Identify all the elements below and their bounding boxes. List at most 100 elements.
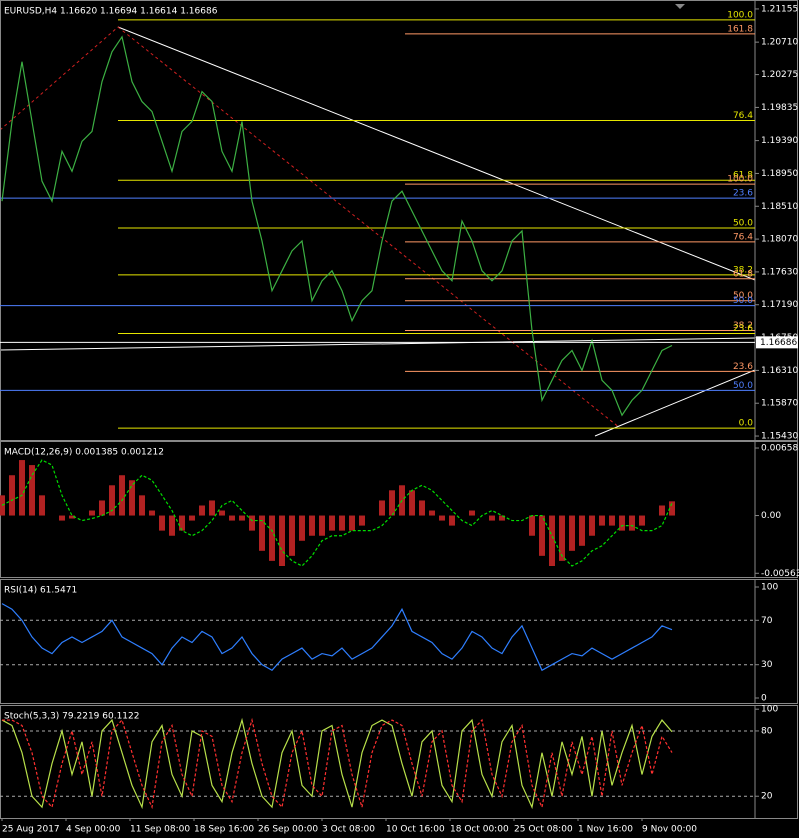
y-tick-label: 30 xyxy=(761,660,773,670)
x-tick-label: 9 Nov 00:00 xyxy=(642,825,697,835)
fib-label: 0.0 xyxy=(739,419,754,429)
histogram-bar xyxy=(669,501,675,516)
histogram-bar xyxy=(599,515,605,526)
last-price-box xyxy=(756,336,798,349)
histogram-bar xyxy=(149,510,155,516)
trend-line xyxy=(117,26,756,281)
fib-label: 76.4 xyxy=(733,111,753,121)
histogram-bar xyxy=(559,515,565,561)
trend-line xyxy=(0,337,756,351)
fib-label: 76.4 xyxy=(733,232,753,242)
x-tick-label: 25 Oct 08:00 xyxy=(514,825,573,835)
histogram-bar xyxy=(19,460,25,516)
y-tick-label: 80 xyxy=(761,726,773,736)
fib-label: 161.8 xyxy=(727,24,753,34)
y-tick-label: 1.15870 xyxy=(761,399,798,409)
y-tick-label: 1.17190 xyxy=(761,300,798,310)
fib-label: 23.6 xyxy=(733,362,753,372)
y-tick-label: -0.00563 xyxy=(761,569,799,579)
x-tick-label: 3 Oct 08:00 xyxy=(322,825,375,835)
histogram-bar xyxy=(229,515,235,521)
signal-line xyxy=(2,717,673,810)
data-line xyxy=(1,717,673,810)
histogram-bar xyxy=(339,515,345,531)
histogram-bar xyxy=(499,515,505,521)
histogram-bar xyxy=(139,495,145,516)
histogram-bar xyxy=(529,515,535,536)
fib-label: 50.0 xyxy=(733,218,753,228)
histogram-bar xyxy=(589,515,595,536)
histogram-bar xyxy=(569,515,575,551)
fib-label: 100.0 xyxy=(727,175,753,185)
histogram-bar xyxy=(609,515,615,526)
panel-frame xyxy=(0,705,798,819)
histogram-bar xyxy=(439,515,445,521)
histogram-bar xyxy=(59,515,65,521)
y-tick-label: 70 xyxy=(761,616,773,626)
fib-label: 50.0 xyxy=(733,291,753,301)
y-tick-label: 1.19835 xyxy=(761,103,798,113)
histogram-bar xyxy=(449,515,455,526)
fib-label: 38.2 xyxy=(733,321,753,331)
x-tick-label: 10 Oct 16:00 xyxy=(386,825,445,835)
y-tick-label: 1.17630 xyxy=(761,267,798,277)
y-tick-label: 20 xyxy=(761,792,773,802)
y-tick-label: 1.20710 xyxy=(761,38,798,48)
y-tick-label: 1.16310 xyxy=(761,366,798,376)
panel-title: RSI(14) 61.5471 xyxy=(4,586,77,596)
histogram-bar xyxy=(489,515,495,521)
histogram-bar xyxy=(129,480,135,516)
histogram-bar xyxy=(199,505,205,516)
histogram-bar xyxy=(169,515,175,536)
panel-title: EURUSD,H4 1.16620 1.16694 1.16614 1.1668… xyxy=(4,7,218,17)
y-tick-label: 1.20275 xyxy=(761,70,798,80)
histogram-bar xyxy=(279,515,285,566)
fib-label: 23.6 xyxy=(733,324,753,334)
y-tick-label: 100 xyxy=(761,582,778,592)
trend-line xyxy=(0,26,119,131)
y-tick-label: 0.00 xyxy=(761,511,781,521)
histogram-bar xyxy=(329,515,335,531)
y-tick-label: 1.18950 xyxy=(761,169,798,179)
panel-title: Stoch(5,3,3) 79.2219 60.1122 xyxy=(4,712,139,722)
fib-label: 50.0 xyxy=(733,296,753,306)
histogram-bar xyxy=(629,515,635,531)
histogram-bar xyxy=(469,510,475,516)
fib-label: 61.8 xyxy=(733,269,753,279)
histogram-bar xyxy=(209,500,215,516)
histogram-bar xyxy=(269,515,275,561)
fib-label: 61.8 xyxy=(733,171,753,181)
histogram-bar xyxy=(39,495,45,516)
histogram-bar xyxy=(359,515,365,526)
histogram-bar xyxy=(309,515,315,536)
last-price-label: 1.16686 xyxy=(760,338,797,348)
data-line xyxy=(1,603,673,672)
histogram-bar xyxy=(109,485,115,516)
y-tick-label: 1.21155 xyxy=(761,4,798,14)
histogram-bar xyxy=(99,500,105,516)
x-tick-label: 4 Sep 00:00 xyxy=(66,825,121,835)
y-tick-label: 1.18510 xyxy=(761,202,798,212)
fib-label: 38.2 xyxy=(733,265,753,275)
histogram-bar xyxy=(409,490,415,516)
histogram-bar xyxy=(639,515,645,526)
trend-line xyxy=(594,369,756,437)
panel-frame xyxy=(0,0,798,441)
histogram-bar xyxy=(419,500,425,516)
histogram-bar xyxy=(89,510,95,516)
histogram-bar xyxy=(249,515,255,531)
histogram-bar xyxy=(219,510,225,516)
histogram-bar xyxy=(379,500,385,516)
x-tick-label: 18 Oct 00:00 xyxy=(450,825,509,835)
panel-title: MACD(12,26,9) 0.001385 0.001212 xyxy=(4,448,164,458)
histogram-bar xyxy=(9,475,15,516)
histogram-bar xyxy=(389,490,395,516)
y-tick-label: 1.15430 xyxy=(761,432,798,442)
y-tick-label: 0.006583 xyxy=(761,444,799,454)
histogram-bar xyxy=(539,515,545,556)
signal-line xyxy=(1,459,673,567)
histogram-bar xyxy=(619,515,625,531)
x-tick-label: 1 Nov 16:00 xyxy=(578,825,633,835)
